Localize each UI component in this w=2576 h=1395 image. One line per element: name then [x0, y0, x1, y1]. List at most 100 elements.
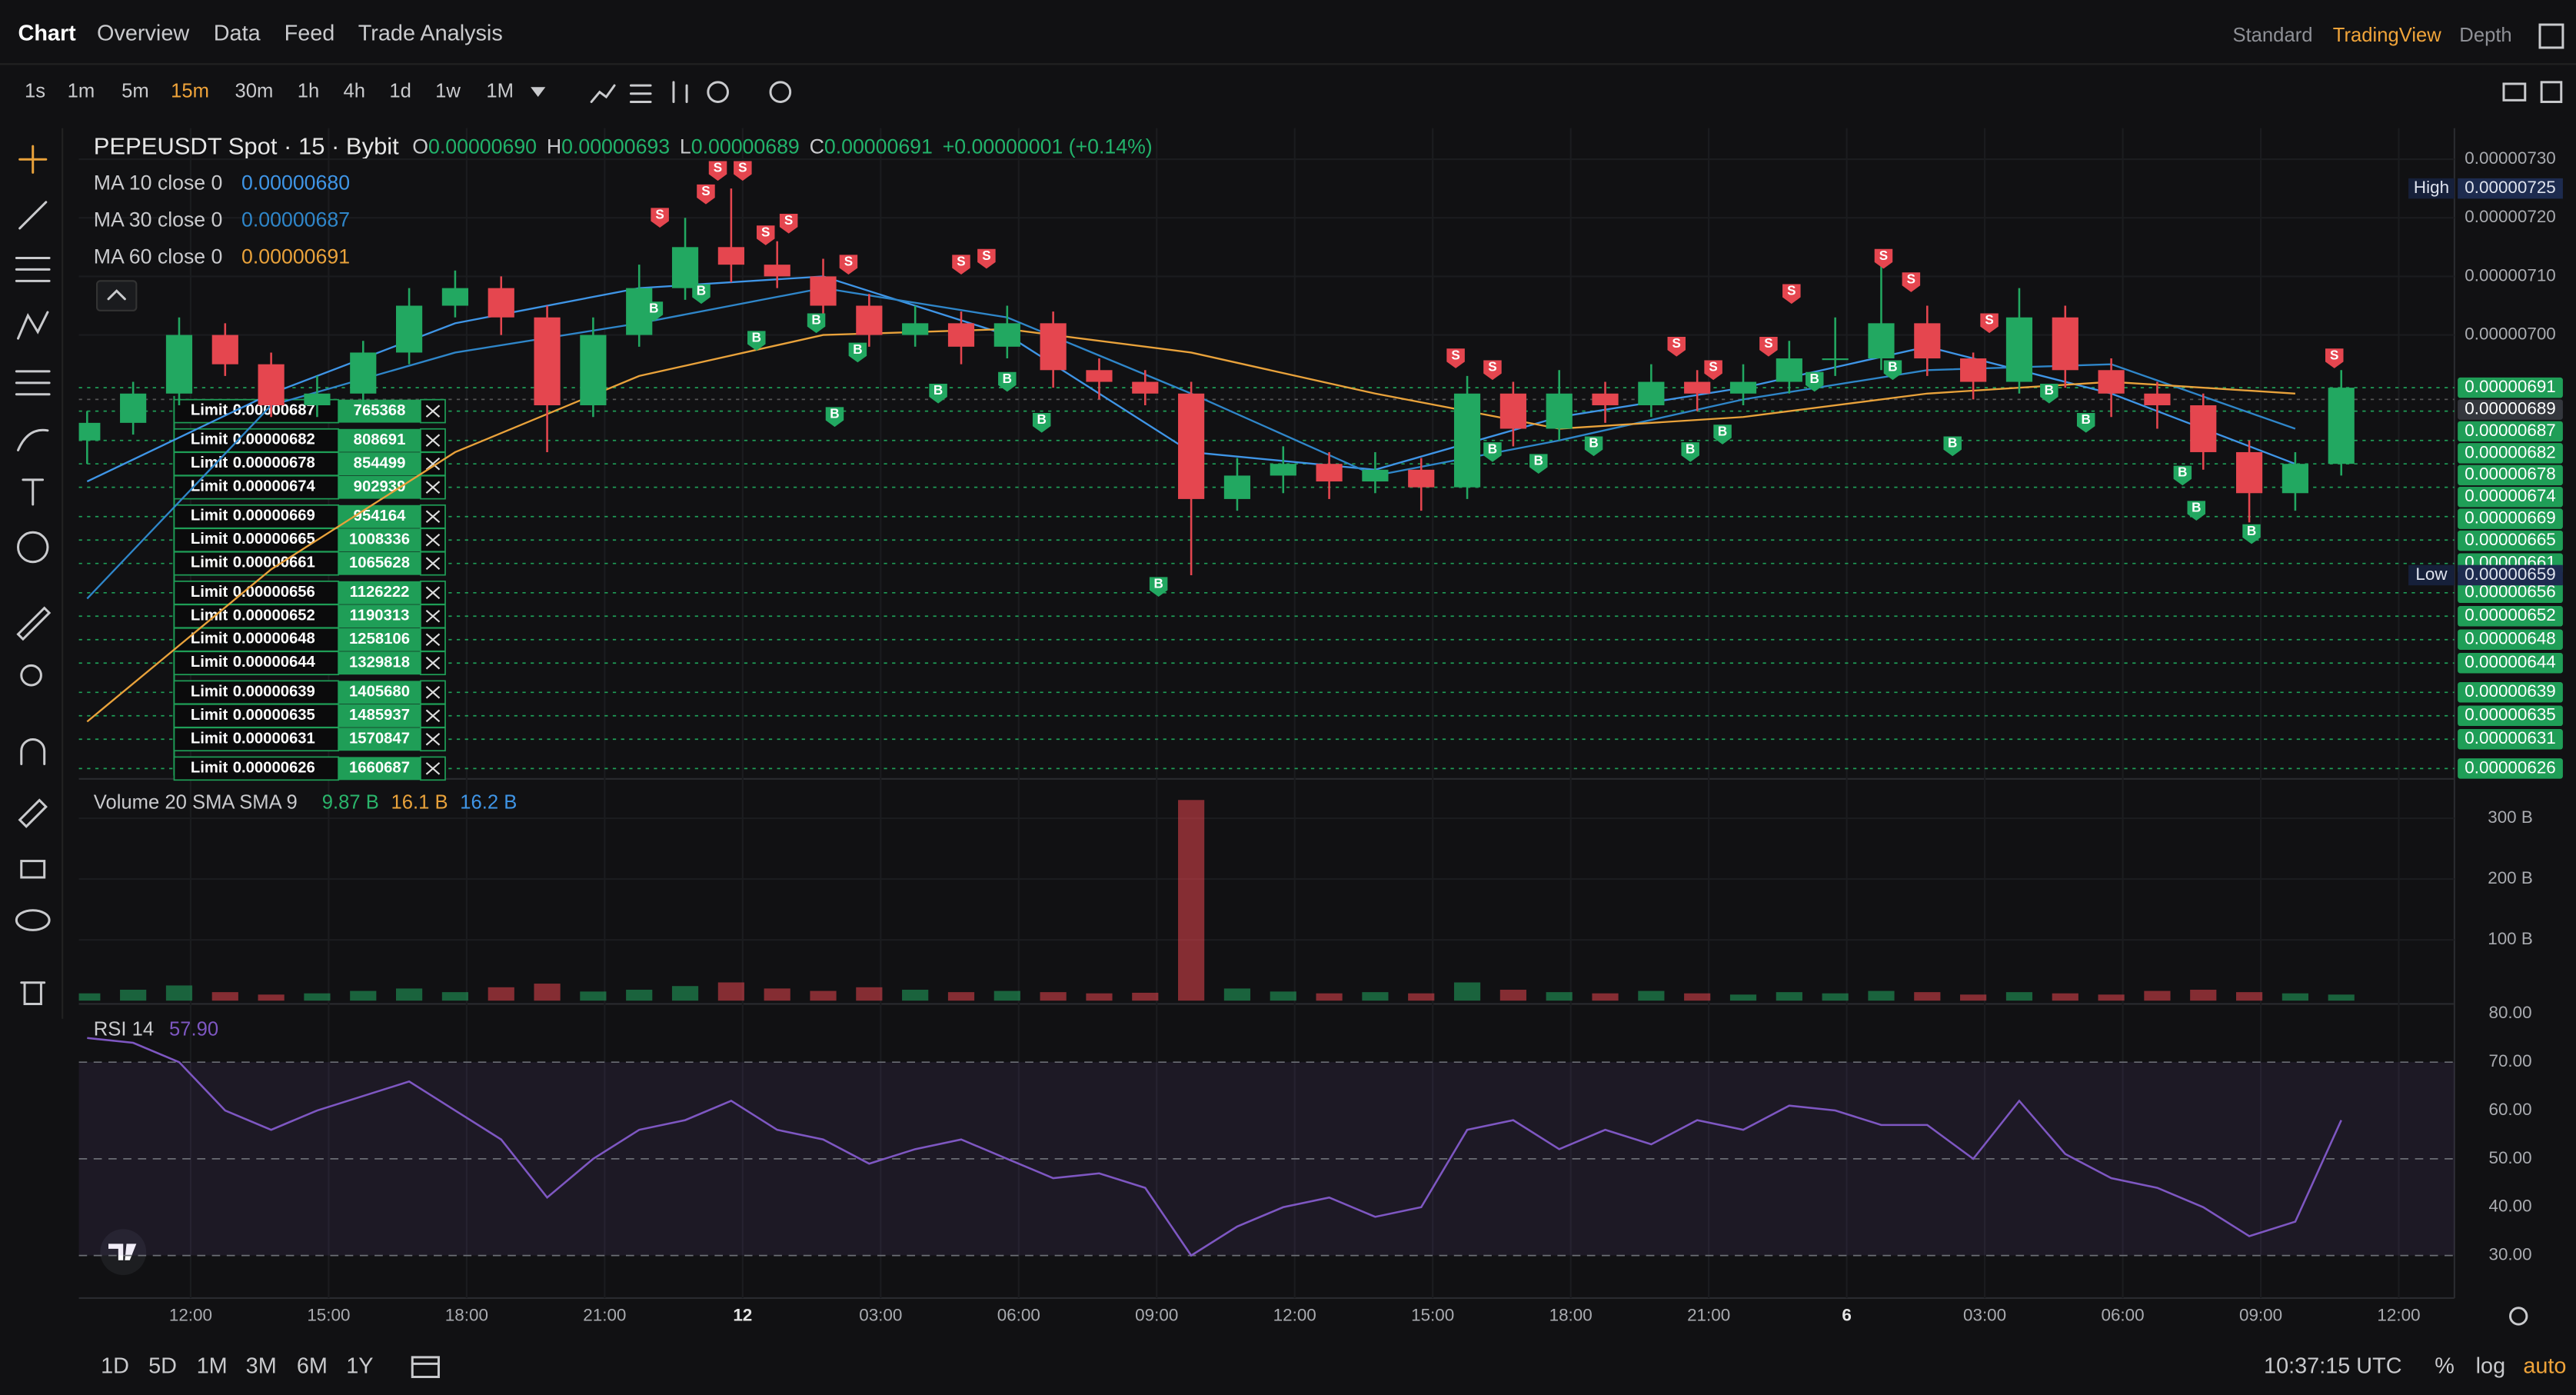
text-tool[interactable] — [22, 478, 45, 506]
order-cancel[interactable] — [420, 627, 446, 652]
pattern-tool[interactable] — [17, 311, 49, 340]
order-qty: 1065628 — [349, 554, 410, 571]
dropdown-icon[interactable] — [531, 87, 546, 98]
trade-side: B — [1718, 424, 1727, 438]
view-option[interactable]: Depth — [2459, 25, 2511, 46]
price-axis-text: 0.00000648 — [2465, 629, 2555, 648]
interval[interactable]: 30m — [235, 80, 274, 102]
edit-tool[interactable] — [18, 798, 48, 828]
interval[interactable]: 1M — [486, 80, 514, 102]
volume-bar — [258, 994, 285, 1001]
volume-bar — [626, 989, 653, 1001]
projection-tool[interactable] — [15, 370, 51, 396]
x-tick-label: 18:00 — [1549, 1305, 1593, 1324]
range[interactable]: 3M — [246, 1353, 277, 1378]
x-tick-label: 15:00 — [1411, 1305, 1454, 1324]
tab[interactable]: Data — [214, 21, 261, 45]
trade-side: S — [844, 254, 853, 268]
rsi-value: 57.90 — [169, 1018, 218, 1040]
range[interactable]: 1D — [101, 1353, 129, 1378]
range[interactable]: 5D — [148, 1353, 177, 1378]
candle-body — [2052, 317, 2078, 371]
delete-tool[interactable] — [20, 981, 46, 1005]
visibility-tool[interactable] — [15, 909, 51, 931]
interval[interactable]: 4h — [344, 80, 366, 102]
magnet-tool[interactable] — [20, 738, 46, 766]
volume-bar — [1316, 993, 1343, 1001]
interval[interactable]: 15m — [171, 80, 209, 102]
interval[interactable]: 1w — [435, 80, 461, 102]
calendar-icon[interactable] — [411, 1356, 440, 1378]
order-box — [173, 627, 339, 652]
trade-side: S — [655, 208, 664, 222]
emoji-tool[interactable] — [17, 531, 49, 564]
range[interactable]: 1M — [197, 1353, 228, 1378]
orders — [78, 387, 2455, 770]
range[interactable]: 6M — [297, 1353, 328, 1378]
candle-icon[interactable] — [672, 81, 688, 103]
interval[interactable]: 1d — [389, 80, 411, 102]
x-tick-label: 12:00 — [2377, 1305, 2420, 1324]
line-tool[interactable] — [18, 201, 48, 230]
scale-option[interactable]: log — [2476, 1353, 2505, 1378]
candle-body — [120, 393, 147, 423]
candle-body — [1408, 469, 1435, 488]
y-tick-label: 0.00000730 — [2465, 148, 2555, 168]
indicator-icon[interactable] — [590, 84, 616, 103]
ruler-tool[interactable] — [16, 606, 52, 641]
order-cancel-icon — [425, 586, 441, 600]
collapse-button[interactable] — [95, 280, 138, 311]
crosshair-tool[interactable] — [18, 145, 48, 174]
interval[interactable]: 5m — [121, 80, 149, 102]
order-price: 0.00000635 — [233, 707, 315, 724]
tab[interactable]: Feed — [285, 21, 335, 45]
order-label: Limit 0.00000674 — [191, 478, 316, 495]
brush-tool[interactable] — [17, 428, 49, 451]
candle-body — [78, 422, 101, 441]
tab[interactable]: Trade Analysis — [358, 21, 503, 45]
view-option[interactable]: TradingView — [2333, 25, 2442, 46]
x-tick-label: 12:00 — [169, 1305, 212, 1324]
tab[interactable]: Overview — [97, 21, 189, 45]
y-tick-label: 50.00 — [2488, 1148, 2531, 1167]
settings-icon[interactable] — [707, 81, 729, 103]
price-axis-text: 0.00000687 — [2465, 421, 2555, 440]
gear-icon[interactable] — [2509, 1307, 2528, 1326]
interval[interactable]: 1h — [298, 80, 320, 102]
order-box — [173, 551, 339, 576]
camera-icon[interactable] — [2502, 82, 2527, 102]
zoom-tool[interactable] — [20, 664, 42, 687]
order-type: Limit — [191, 584, 228, 601]
order-price: 0.00000652 — [233, 608, 315, 624]
lock-tool[interactable] — [20, 860, 46, 879]
order-type: Limit — [191, 402, 228, 419]
candles — [78, 188, 2355, 575]
add-icon[interactable] — [769, 81, 792, 103]
price-axis-text: 0.00000665 — [2465, 530, 2555, 549]
candle-body — [2098, 370, 2125, 394]
scale-option[interactable]: auto — [2523, 1353, 2566, 1378]
view-option[interactable]: Standard — [2232, 25, 2312, 46]
trade-marker — [1902, 272, 1921, 292]
fullscreen-icon[interactable] — [2540, 81, 2563, 103]
interval[interactable]: 1s — [25, 80, 45, 102]
x-tick-label: 09:00 — [1135, 1305, 1178, 1324]
order-qty-box — [338, 452, 421, 476]
range[interactable]: 1Y — [346, 1353, 373, 1378]
fib-tool[interactable] — [15, 256, 51, 282]
volume-bar — [1040, 992, 1067, 1001]
trade-side: S — [1879, 248, 1888, 263]
interval[interactable]: 1m — [68, 80, 95, 102]
tab[interactable]: Chart — [18, 21, 77, 45]
trade-marker — [2325, 348, 2344, 368]
layout-icon[interactable] — [2538, 23, 2564, 49]
compare-icon[interactable] — [629, 84, 652, 103]
x-tick-label: 06:00 — [997, 1305, 1040, 1324]
order-type: Limit — [191, 554, 228, 571]
rsi — [78, 1037, 2455, 1257]
scale-option[interactable]: % — [2435, 1353, 2455, 1378]
price-axis-text: 0.00000674 — [2465, 486, 2555, 505]
trade-marker — [2187, 501, 2206, 521]
trade-marker — [848, 342, 867, 363]
trade-marker — [747, 331, 766, 351]
